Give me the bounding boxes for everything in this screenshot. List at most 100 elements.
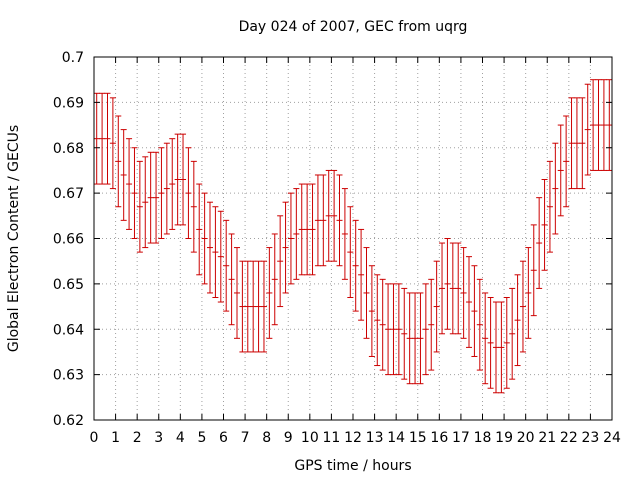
data-point	[568, 97, 575, 190]
data-point	[131, 147, 138, 239]
data-point	[482, 292, 489, 385]
data-point	[600, 79, 607, 171]
x-tick-label: 9	[284, 430, 293, 446]
data-point	[466, 256, 473, 348]
data-point	[358, 228, 365, 321]
x-tick-label: 14	[387, 430, 405, 446]
data-point	[163, 142, 170, 235]
data-point	[180, 133, 187, 226]
data-point	[471, 265, 478, 357]
data-point	[217, 210, 224, 303]
data-point	[401, 287, 408, 380]
data-point	[271, 233, 278, 326]
data-point	[374, 274, 381, 367]
data-point	[422, 283, 429, 376]
data-point	[136, 160, 143, 253]
data-point	[514, 274, 521, 367]
data-point	[212, 206, 219, 298]
data-point	[293, 188, 300, 280]
data-point	[439, 242, 446, 335]
data-point	[266, 247, 273, 339]
data-point	[590, 79, 597, 171]
data-point	[573, 97, 580, 190]
data-point	[341, 188, 348, 280]
x-tick-label: 15	[409, 430, 427, 446]
data-point	[557, 124, 564, 217]
x-tick-label: 16	[430, 430, 448, 446]
data-point	[109, 97, 116, 190]
x-tick-label: 10	[301, 430, 319, 446]
grid-lines	[94, 57, 612, 420]
data-point	[120, 129, 127, 221]
data-point	[552, 142, 559, 235]
y-tick-label: 0.67	[53, 186, 84, 202]
x-tick-label: 7	[241, 430, 250, 446]
data-point	[417, 292, 424, 385]
data-point	[395, 283, 402, 376]
data-point	[158, 147, 165, 239]
x-tick-label: 21	[538, 430, 556, 446]
axis-ticks: 0 1 2 3 4 5 6 7 8 9 10 11 12 13 14 15 16 17 18 19 20 21 22 23 24…	[53, 50, 621, 446]
data-point	[223, 219, 230, 312]
data-point	[444, 238, 451, 330]
x-tick-label: 12	[344, 430, 362, 446]
data-point	[233, 247, 240, 339]
x-tick-label: 8	[262, 430, 271, 446]
data-point	[282, 201, 289, 294]
data-point	[153, 151, 160, 244]
data-point	[126, 138, 133, 230]
data-point	[309, 183, 316, 276]
data-point	[487, 296, 494, 389]
data-point	[385, 283, 392, 376]
data-point	[368, 265, 375, 357]
data-point	[541, 179, 548, 271]
x-tick-label: 22	[560, 430, 578, 446]
data-point	[352, 219, 359, 312]
data-point	[277, 215, 284, 308]
y-tick-label: 0.62	[53, 413, 84, 429]
data-point	[503, 296, 510, 389]
data-point	[428, 278, 435, 371]
data-point	[331, 169, 338, 262]
x-tick-label: 1	[111, 430, 120, 446]
error-bars	[93, 79, 613, 394]
data-point	[325, 169, 332, 262]
data-point	[433, 260, 440, 353]
data-point	[492, 301, 499, 394]
data-point	[595, 79, 602, 171]
data-point	[406, 292, 413, 385]
x-tick-label: 4	[176, 430, 185, 446]
data-point	[239, 260, 246, 353]
data-point	[228, 233, 235, 326]
data-point	[347, 206, 354, 298]
data-point	[201, 192, 208, 285]
x-tick-label: 0	[90, 430, 99, 446]
data-point	[546, 160, 553, 253]
x-tick-label: 23	[582, 430, 600, 446]
data-point	[174, 133, 181, 226]
data-point	[207, 201, 214, 294]
x-tick-label: 2	[133, 430, 142, 446]
data-point	[320, 174, 327, 267]
data-point	[449, 242, 456, 335]
data-point	[104, 92, 111, 185]
x-tick-label: 24	[603, 430, 621, 446]
data-point	[255, 260, 262, 353]
y-tick-label: 0.63	[53, 368, 84, 384]
x-tick-label: 3	[154, 430, 163, 446]
data-point	[455, 242, 462, 335]
chart-title: Day 024 of 2007, GEC from uqrg	[239, 19, 468, 35]
data-point	[169, 138, 176, 230]
data-point	[379, 278, 386, 371]
data-point	[260, 260, 267, 353]
x-tick-label: 19	[495, 430, 513, 446]
data-point	[530, 224, 537, 317]
data-point	[363, 247, 370, 339]
y-tick-label: 0.65	[53, 277, 84, 293]
data-point	[498, 301, 505, 394]
data-point	[476, 278, 483, 371]
y-tick-label: 0.7	[62, 50, 84, 66]
data-point	[142, 156, 149, 249]
x-tick-label: 6	[219, 430, 228, 446]
